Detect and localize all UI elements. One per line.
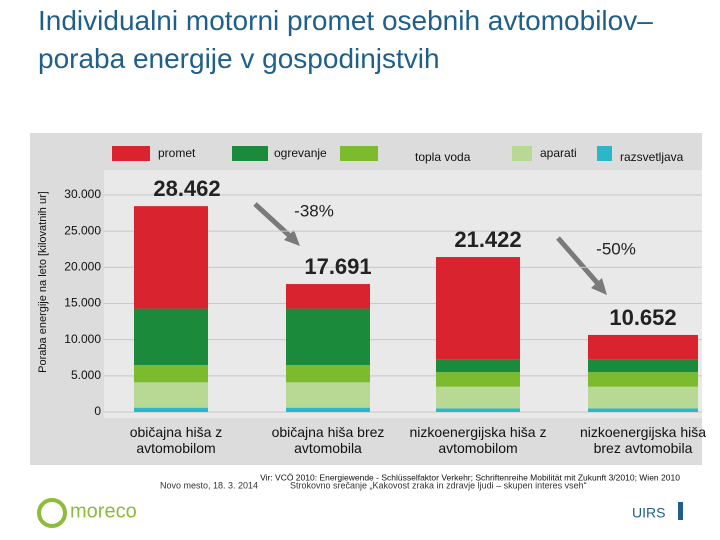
y-tick-label: 10.000 (64, 332, 101, 346)
bar-segment (436, 372, 520, 387)
y-tick-label: 25.000 (64, 223, 101, 237)
annotation: -38% (294, 201, 334, 220)
y-tick-label: 20.000 (64, 260, 101, 274)
arrow-head (591, 278, 607, 295)
bar-segment (286, 407, 370, 412)
y-tick-label: 15.000 (64, 296, 101, 310)
bar-segment (436, 359, 520, 373)
total-label: 28.462 (153, 176, 220, 201)
total-label: 17.691 (304, 254, 371, 279)
bar-segment (134, 308, 208, 365)
bar-segment (588, 408, 698, 412)
footer-date: Novo mesto, 18. 3. 2014 (160, 480, 258, 490)
bar-segment (286, 364, 370, 383)
x-tick-label: običajna hiša z avtomobilom (129, 424, 223, 456)
bar-segment (588, 334, 698, 360)
bar-segment (588, 386, 698, 409)
bar-segment (436, 386, 520, 409)
x-tick-label: nizkoenergijska hiša brez avtomobila (579, 424, 707, 456)
total-label: 21.422 (454, 227, 521, 252)
logo-mark (37, 498, 67, 528)
bar-segment (286, 382, 370, 408)
footer-org: UIRS (632, 505, 665, 521)
title: Individualni motorni promet osebnih avto… (38, 2, 678, 78)
title-line: Individualni motorni promet osebnih avto… (38, 5, 653, 36)
x-tick-label: običajna hiša brez avtomobila (271, 424, 385, 456)
arrow-head (284, 230, 300, 246)
bar-segment (588, 372, 698, 387)
legend-label: ogrevanje (274, 146, 327, 160)
annotation: -50% (596, 239, 636, 258)
bar-segment (134, 364, 208, 383)
arrow (253, 202, 294, 240)
legend-label: razsvetljava (620, 150, 684, 164)
org-mark (678, 502, 683, 520)
legend-label: topla voda (415, 150, 471, 164)
y-tick-label: 30.000 (64, 187, 101, 201)
legend-swatch (512, 146, 532, 161)
arrow (556, 236, 602, 288)
y-tick-label: 0 (94, 404, 101, 418)
title-line: poraba energije v gospodinjstvih (38, 43, 440, 74)
legend-swatch (340, 146, 378, 161)
total-label: 10.652 (609, 305, 676, 330)
bar-segment (134, 206, 208, 309)
bar-segment (286, 308, 370, 365)
bar-segment (436, 408, 520, 412)
x-tick-label: nizkoenergijska hiša z avtomobilom (409, 424, 547, 456)
logo-text: moreco (70, 500, 137, 522)
bar-segment (286, 284, 370, 309)
footer-event: Strokovno srečanje „Kakovost zraka in zd… (290, 480, 587, 490)
logo: moreco Novo mesto, 18. 3. 2014 Strokovno… (37, 480, 683, 528)
y-axis-label: Poraba energije na leto [kilovatnih ur] (37, 191, 49, 373)
bar-segment (588, 359, 698, 373)
bar-segment (134, 407, 208, 412)
legend-swatch (232, 146, 268, 161)
arrows (253, 202, 607, 295)
bar-segment (134, 382, 208, 408)
y-tick-label: 5.000 (71, 368, 101, 382)
source: Vir: VCÖ 2010: Energiewende - Schlüsself… (260, 472, 680, 482)
bar-segment (436, 257, 520, 360)
legend-label: promet (158, 146, 196, 160)
legend-swatch (112, 146, 150, 161)
legend-label: aparati (540, 146, 577, 160)
legend-swatch (597, 146, 612, 161)
